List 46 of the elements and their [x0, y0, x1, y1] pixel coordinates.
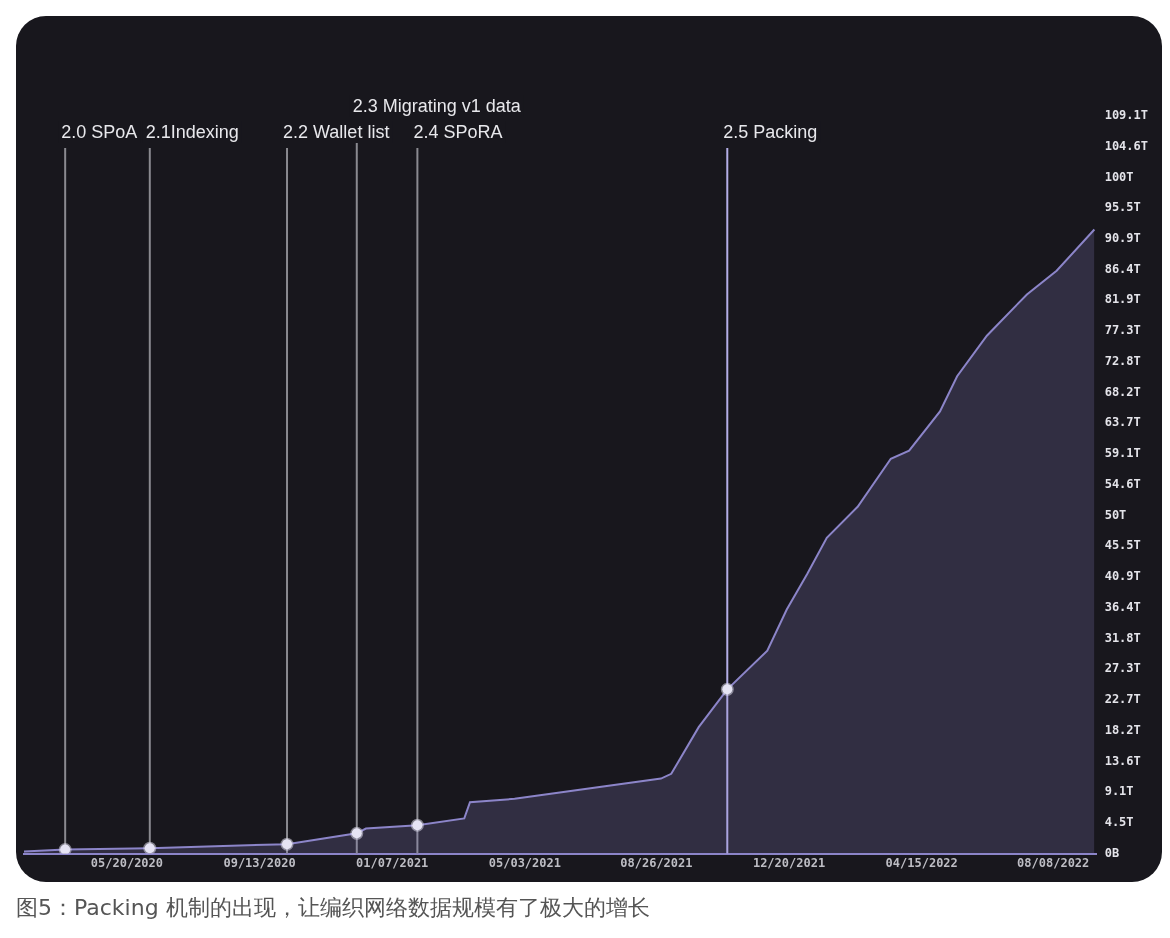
point — [720, 682, 734, 696]
y-tick-label: 72.8T — [1104, 353, 1141, 368]
x-tick-label: 01/07/2021 — [356, 855, 429, 870]
point — [410, 818, 424, 832]
y-tick-label: 22.7T — [1104, 692, 1141, 707]
ref-line-label: 2.3 Migrating v1 data — [352, 96, 522, 116]
y-tick-label: 45.5T — [1104, 538, 1141, 553]
ref-line-label: 2.4 SPoRA — [413, 122, 503, 142]
x-tick-label: 12/20/2021 — [752, 855, 826, 870]
point — [58, 843, 72, 854]
y-tick-label: 27.3T — [1104, 661, 1141, 676]
y-tick-label: 36.4T — [1104, 599, 1141, 614]
caption: 图5：Packing 机制的出现，让编织网络数据规模有了极大的增长 — [16, 894, 650, 922]
y-tick-label: 86.4T — [1104, 261, 1141, 276]
ref-line-label: 2.2 Wallet list — [283, 122, 390, 142]
y-tick-label: 109.1T — [1104, 108, 1149, 123]
x-tick-label: 09/13/2020 — [223, 855, 296, 870]
y-tick-label: 40.9T — [1104, 569, 1141, 584]
y-tick-label: 77.3T — [1104, 323, 1141, 338]
y-tick-label: 31.8T — [1104, 630, 1141, 645]
point — [350, 826, 364, 840]
y-tick-label: 59.1T — [1104, 446, 1141, 461]
y-tick-label: 9.1T — [1104, 784, 1134, 799]
y-tick-label: 50T — [1104, 507, 1127, 522]
x-tick-label: 05/03/2021 — [488, 855, 561, 870]
x-tick-label: 04/15/2022 — [885, 855, 958, 870]
y-tick-label: 4.5T — [1104, 814, 1134, 829]
y-tick-label: 54.6T — [1104, 476, 1141, 491]
point — [143, 841, 157, 854]
ref-line-label: 2.1Indexing — [145, 122, 239, 142]
y-tick-label: 63.7T — [1104, 415, 1141, 430]
y-tick-label: 104.6T — [1104, 138, 1149, 153]
x-tick-label: 08/08/2022 — [1017, 855, 1090, 870]
y-tick-label: 0B — [1104, 845, 1120, 860]
y-tick-label: 90.9T — [1104, 231, 1141, 246]
y-tick-label: 18.2T — [1104, 722, 1141, 737]
y-tick-label: 68.2T — [1104, 384, 1141, 399]
y-tick-label: 95.5T — [1104, 200, 1141, 215]
y-tick-label: 13.6T — [1104, 753, 1141, 768]
y-tick-label: 100T — [1104, 169, 1134, 184]
x-tick-label: 05/20/2020 — [90, 855, 164, 870]
ref-line-label: 2.5 Packing — [723, 122, 818, 142]
x-tick-label: 08/26/2021 — [620, 855, 693, 870]
point — [280, 837, 294, 851]
ref-line-label: 2.0 SPoA — [61, 122, 138, 142]
y-tick-label: 81.9T — [1104, 292, 1141, 307]
